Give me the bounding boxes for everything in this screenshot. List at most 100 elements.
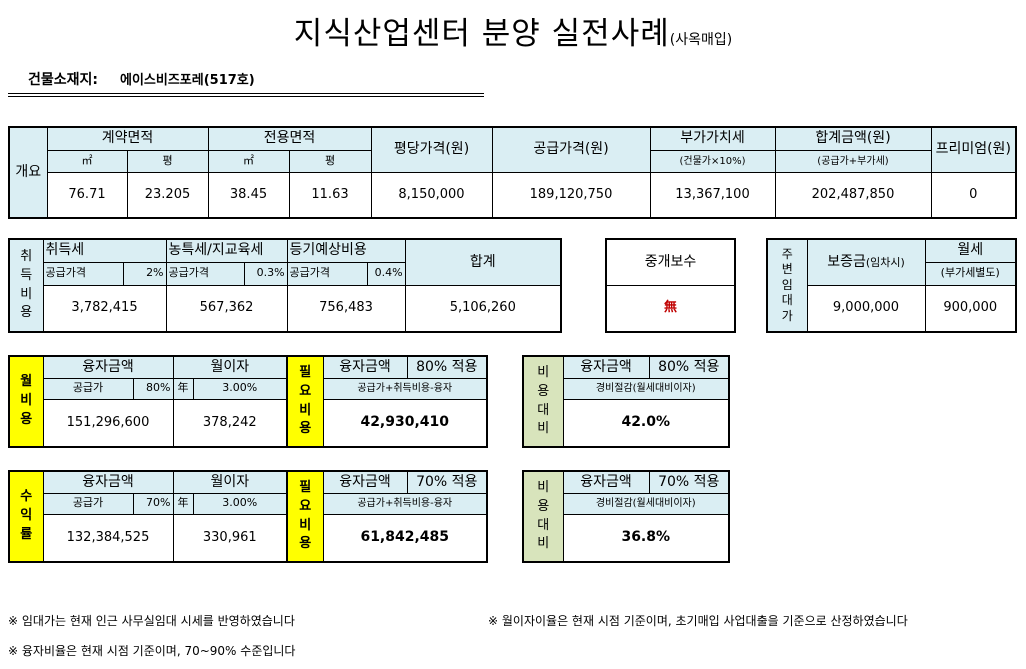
acq-tax-header: 취득세 xyxy=(42,238,167,263)
rural-tax-header: 농특세/지교육세 xyxy=(165,238,288,263)
reg-basis: 공급가격 xyxy=(286,261,368,286)
applied-rate: 80% 적용 xyxy=(406,355,488,379)
supply-price-value: 189,120,750 xyxy=(491,171,651,219)
registration-value: 756,483 xyxy=(286,284,406,333)
overview-table: 개요 계약면적 전용면적 평당가격(원) 공급가격(원) 부가가치세 합계금액(… xyxy=(8,126,1017,219)
contract-area-header: 계약면적 xyxy=(46,126,209,151)
overview-side-label: 개요 xyxy=(8,126,48,219)
loan-rate: 80% xyxy=(132,377,174,400)
brokerage-table: 중개보수 無 xyxy=(605,238,736,333)
loan-amount-header: 융자금액 xyxy=(42,355,174,379)
loan-amount-header: 융자금액 xyxy=(562,355,650,379)
reg-rate: 0.4% xyxy=(366,261,406,286)
vat-value: 13,367,100 xyxy=(649,171,776,219)
acq-total-header: 합계 xyxy=(404,238,562,286)
required-formula: 공급가+취득비용-융자 xyxy=(322,492,488,515)
monthly-interest-header: 월이자 xyxy=(172,470,288,494)
acq-tax-value: 3,782,415 xyxy=(42,284,167,333)
cost-ratio-value: 36.8% xyxy=(562,513,730,563)
brokerage-value: 無 xyxy=(605,284,736,333)
rural-rate: 0.3% xyxy=(243,261,288,286)
total-value: 202,487,850 xyxy=(774,171,932,219)
monthly-interest-header: 월이자 xyxy=(172,355,288,379)
loan-basis: 공급가 xyxy=(42,492,134,515)
premium-value: 0 xyxy=(930,171,1017,219)
rural-basis: 공급가격 xyxy=(165,261,245,286)
unit-pyeong: 평 xyxy=(126,149,209,173)
location-label: 건물소재지: xyxy=(28,72,98,88)
loan-amount-header: 융자금액 xyxy=(322,470,408,494)
vat-note: (건물가×10%) xyxy=(649,149,776,173)
loan-note: ※ 융자비율은 현재 시점 기준이며, 70~90% 수준입니다 xyxy=(8,644,296,658)
contract-pyeong-value: 23.205 xyxy=(126,171,209,219)
premium-header: 프리미엄(원) xyxy=(930,126,1017,173)
acq-basis: 공급가격 xyxy=(42,261,124,286)
exclusive-area-header: 전용면적 xyxy=(207,126,372,151)
price-per-pyeong-value: 8,150,000 xyxy=(370,171,493,219)
interest-value: 330,961 xyxy=(172,513,288,563)
applied-rate: 70% 적용 xyxy=(406,470,488,494)
price-per-pyeong-header: 평당가격(원) xyxy=(370,126,493,173)
brokerage-label: 중개보수 xyxy=(605,238,736,286)
acq-rate: 2% xyxy=(122,261,167,286)
applied-rate: 80% 적용 xyxy=(648,355,730,379)
interest-note: ※ 월이자이율은 현재 시점 기준이며, 초기매입 사업대출을 기준으로 산정하… xyxy=(488,614,908,628)
interest-rate: 3.00% xyxy=(192,377,288,400)
rent-note: ※ 임대가는 현재 인근 사무실임대 시세를 반영하였습니다 xyxy=(8,614,295,628)
loan-value: 151,296,600 xyxy=(42,398,174,448)
required-cost-value: 61,842,485 xyxy=(322,513,488,563)
monthly-rent-value: 900,000 xyxy=(924,284,1017,333)
divider xyxy=(8,96,484,97)
loan-rate: 70% xyxy=(132,492,174,515)
deposit-header: 보증금(임차시) xyxy=(806,238,926,286)
unit-m2: ㎡ xyxy=(46,149,128,173)
cost-ratio-value: 42.0% xyxy=(562,398,730,448)
title-sub: (사옥매입) xyxy=(669,32,733,48)
building-location: 건물소재지: 에이스비즈포레(517호) xyxy=(28,69,255,89)
applied-rate: 70% 적용 xyxy=(648,470,730,494)
interest-rate: 3.00% xyxy=(192,492,288,515)
rural-tax-value: 567,362 xyxy=(165,284,288,333)
required-cost-value: 42,930,410 xyxy=(322,398,488,448)
year-label: 年 xyxy=(172,377,194,400)
divider xyxy=(8,93,484,94)
required-formula: 공급가+취득비용-융자 xyxy=(322,377,488,400)
loan-value: 132,384,525 xyxy=(42,513,174,563)
loan-amount-header: 융자금액 xyxy=(322,355,408,379)
vat-header: 부가가치세 xyxy=(649,126,776,151)
year-label: 年 xyxy=(172,492,194,515)
unit-m2: ㎡ xyxy=(207,149,290,173)
registration-header: 등기예상비용 xyxy=(286,238,406,263)
supply-price-header: 공급가격(원) xyxy=(491,126,651,173)
cost-ratio-formula: 경비절감(월세대비이자) xyxy=(562,492,730,515)
location-value: 에이스비즈포레(517호) xyxy=(120,73,255,88)
contract-m2-value: 76.71 xyxy=(46,171,128,219)
page-title: 지식산업센터 분양 실전사례(사옥매입) xyxy=(0,8,1026,53)
loan-basis: 공급가 xyxy=(42,377,134,400)
interest-value: 378,242 xyxy=(172,398,288,448)
acq-total-value: 5,106,260 xyxy=(404,284,562,333)
deposit-value: 9,000,000 xyxy=(806,284,926,333)
cost-ratio-formula: 경비절감(월세대비이자) xyxy=(562,377,730,400)
total-note: (공급가+부가세) xyxy=(774,149,932,173)
monthly-rent-note: (부가세별도) xyxy=(924,261,1017,286)
title-main: 지식산업센터 분양 실전사례 xyxy=(293,16,670,52)
exclusive-pyeong-value: 11.63 xyxy=(288,171,372,219)
loan-amount-header: 융자금액 xyxy=(562,470,650,494)
